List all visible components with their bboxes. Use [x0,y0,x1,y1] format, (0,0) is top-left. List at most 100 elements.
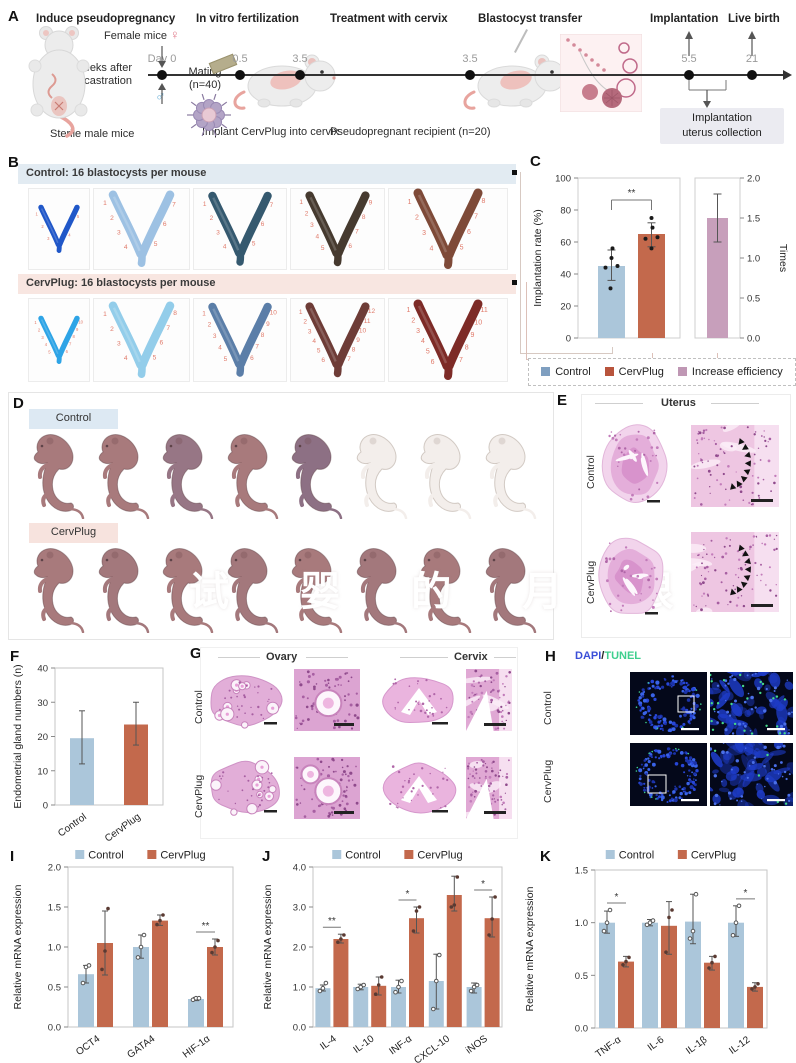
svg-text:Relative mRNA expression: Relative mRNA expression [12,884,24,1009]
svg-text:9: 9 [471,332,475,339]
svg-text:5: 5 [48,350,51,355]
connector-line [520,353,613,354]
svg-text:1: 1 [299,199,303,206]
uterus-image: 1 2 3 4 5 6 7 8 [388,188,508,270]
svg-text:20: 20 [560,302,571,313]
svg-text:20: 20 [37,732,48,743]
slash: / [601,650,605,662]
svg-text:5: 5 [426,349,430,356]
svg-text:6: 6 [160,340,164,347]
cervix-zoom-control [453,669,512,736]
svg-text:TNF-α: TNF-α [594,1034,624,1060]
connector-line [717,353,718,359]
panel-h-label: H [545,648,556,665]
svg-text:0.5: 0.5 [747,294,760,305]
dapi-tunel-whole-control [630,672,707,740]
recipient-label: Pseudopregnant recipient (n=20) [330,126,491,138]
svg-text:8: 8 [352,347,356,354]
svg-text:3: 3 [422,230,426,237]
uterus-image: 1 2 3 4 5 6 7 8 9 10 11 [388,298,508,382]
svg-text:0: 0 [566,334,571,345]
ovary-title: Ovary [266,651,298,663]
svg-text:CervPlug: CervPlug [417,850,462,862]
svg-text:2: 2 [110,215,114,222]
title-line [595,403,643,404]
svg-text:CervPlug: CervPlug [160,850,205,862]
svg-text:*: * [744,888,748,899]
svg-text:4: 4 [124,355,128,362]
svg-text:CervPlug: CervPlug [691,850,736,862]
svg-text:IL-6: IL-6 [646,1034,667,1053]
step-transfer: Blastocyst transfer [478,13,583,25]
cervplug-chip: CervPlug [29,523,118,543]
svg-text:IL-4: IL-4 [318,1033,339,1052]
connector-line [652,353,653,359]
title-line [400,657,448,658]
legend-item: Control [541,366,591,378]
panel-k-label: K [540,848,551,865]
svg-text:11: 11 [480,307,487,314]
svg-text:3.5: 3.5 [292,53,307,65]
svg-text:4: 4 [45,342,48,347]
svg-text:3: 3 [308,328,312,335]
svg-text:0.0: 0.0 [747,334,760,345]
chart-c-legend: Control CervPlug Increase efficiency [528,358,796,386]
svg-text:7: 7 [166,325,170,332]
svg-text:5.5: 5.5 [681,53,696,65]
svg-text:1: 1 [103,200,107,207]
uterus-collection-box: Implantation uterus collection [660,108,784,144]
pup-image [92,545,150,634]
svg-text:4: 4 [429,245,433,252]
pup-image [27,431,85,520]
pup-image [156,431,214,520]
svg-text:8: 8 [173,310,177,317]
svg-text:2: 2 [415,214,419,221]
uterus-image: 1 2 3 4 5 6 7 8 9 10 [193,298,287,382]
implantation-rate-chart: 0 20 40 60 80 100 0.0 0.5 1.0 1.5 2.0 Implantation … [528,152,796,395]
svg-text:Times: Times [777,244,789,272]
svg-text:9: 9 [266,321,270,328]
svg-text:2.0: 2.0 [48,863,61,874]
panel-j: J 0.0 1.0 2.0 3.0 4.0 Relative mRNA expressio… [258,845,520,1063]
svg-text:0: 0 [43,801,48,812]
mrna-chart-cytokines-up: 0.0 1.0 2.0 3.0 4.0 Relative mRNA expression C… [258,845,520,1063]
pup-image [27,545,85,634]
svg-text:6: 6 [250,355,254,362]
svg-text:0.5: 0.5 [575,971,588,982]
svg-text:3: 3 [47,236,50,241]
svg-text:12: 12 [368,308,376,315]
svg-text:2.0: 2.0 [293,943,306,954]
step-induce: Induce pseudopregnancy [36,13,176,25]
pup-image [285,431,343,520]
svg-text:2: 2 [305,211,309,218]
svg-text:6: 6 [431,359,435,366]
svg-text:3: 3 [41,335,44,340]
svg-text:7: 7 [459,357,463,364]
pup-image [350,545,408,634]
svg-text:Implantation rate (%): Implantation rate (%) [532,209,544,306]
svg-text:8: 8 [73,334,76,339]
svg-text:7: 7 [69,342,72,347]
svg-text:0.0: 0.0 [48,1023,61,1034]
svg-text:0.0: 0.0 [575,1024,588,1035]
svg-text:2: 2 [38,327,41,332]
uterus-section-control [597,420,671,515]
svg-text:0.5: 0.5 [48,983,61,994]
svg-text:7: 7 [474,213,478,220]
svg-text:iNOS: iNOS [464,1033,490,1056]
svg-text:11: 11 [364,318,371,325]
connector-line [526,282,527,359]
pup-image [479,431,537,520]
svg-text:1.0: 1.0 [48,943,61,954]
panel-g: G Ovary Cervix Control CervPlug [190,645,520,845]
panel-d: D Control CervPlug 试 婴 的 月 根 [8,392,673,640]
svg-text:3: 3 [310,222,314,229]
uterus-image: 1 2 3 4 5 6 7 8 9 10 [28,298,90,382]
dapi-tunel-whole-cervplug [630,743,707,811]
svg-text:0.0: 0.0 [293,1023,306,1034]
panel-i: I 0.0 0.5 1.0 1.5 2.0 Relative mRNA expressio… [8,845,258,1063]
svg-text:IL-12: IL-12 [727,1034,752,1057]
panel-f-label: F [10,648,20,665]
